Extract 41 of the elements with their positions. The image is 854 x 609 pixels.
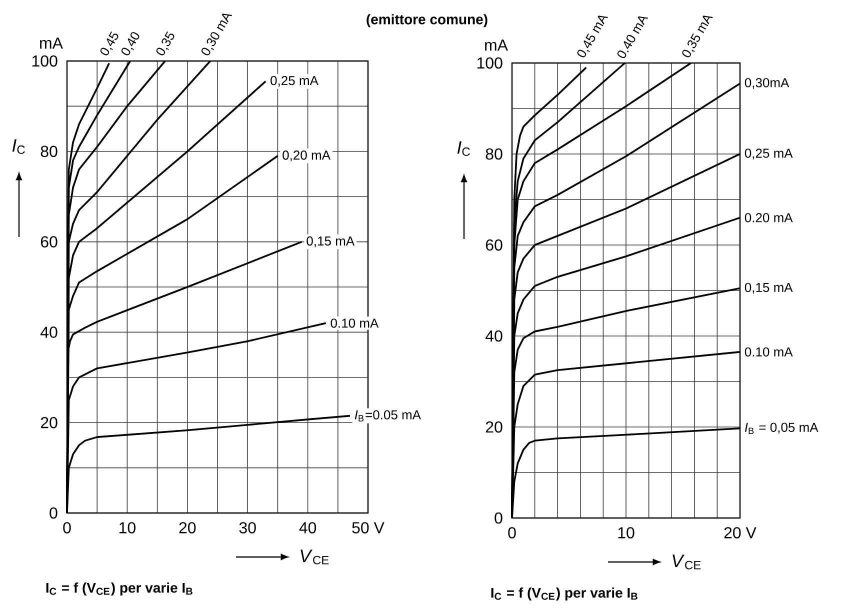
text: I$_{C}$ = f (V$_{CE}$) per varie I$_{B}$: [46, 582, 192, 596]
y-tick-label: 100: [32, 55, 58, 67]
series-label: 0.20 mA: [744, 213, 793, 222]
x-tick-label: 0: [508, 527, 516, 538]
x-tick-label: 0: [63, 522, 71, 534]
y-tick-label: 100: [477, 57, 502, 69]
series-label: I$_{B}$ = 0,05 mA: [744, 422, 818, 434]
text: mA: [40, 38, 63, 49]
series-label: 0.10 mA: [330, 318, 379, 328]
y-tick-label: 20: [40, 416, 58, 428]
x-axis-title: V$_{CE}$: [672, 554, 701, 570]
y-tick-label: 60: [40, 236, 58, 248]
y-axis-title: I$_{C}$: [457, 141, 470, 156]
series-label: I$_{B}$=0.05 mA: [354, 410, 421, 422]
y-axis-title: I$_{C}$: [12, 139, 25, 154]
y-tick-label: 40: [486, 330, 502, 342]
y-tick-label: 20: [486, 421, 502, 433]
series-label: 0,25 mA: [270, 76, 318, 87]
y-tick-label: 60: [486, 239, 502, 251]
y-tick-label: 0: [494, 512, 502, 524]
y-tick-label: 80: [486, 148, 502, 160]
x-tick-label: 40: [299, 522, 316, 534]
x-tick-label: 10: [120, 522, 136, 534]
series-label: 0,15 mA: [306, 236, 355, 248]
x-tick-label: 10: [618, 527, 634, 538]
x-tick-label: 30: [239, 522, 256, 534]
x-tick-label: 50 V: [352, 522, 384, 534]
series-label: 0.10 mA: [744, 347, 793, 357]
text: I$_{C}$ = f (V$_{CE}$) per varie I$_{B}$: [491, 587, 638, 601]
y-tick-label: 0: [50, 507, 58, 519]
y-tick-label: 80: [40, 146, 58, 158]
x-tick-label: 20 V: [724, 527, 756, 538]
y-tick-label: 40: [40, 326, 58, 338]
text: mA: [485, 40, 508, 51]
x-axis-title: V$_{CE}$: [300, 550, 329, 564]
series-label: 0,25 mA: [744, 148, 793, 160]
series-label: 0,20 mA: [282, 150, 330, 162]
series-label: 0,30mA: [744, 78, 790, 89]
x-tick-label: 20: [179, 522, 196, 534]
text: (emittore comune): [366, 14, 488, 28]
series-label: 0,15 mA: [744, 282, 793, 294]
